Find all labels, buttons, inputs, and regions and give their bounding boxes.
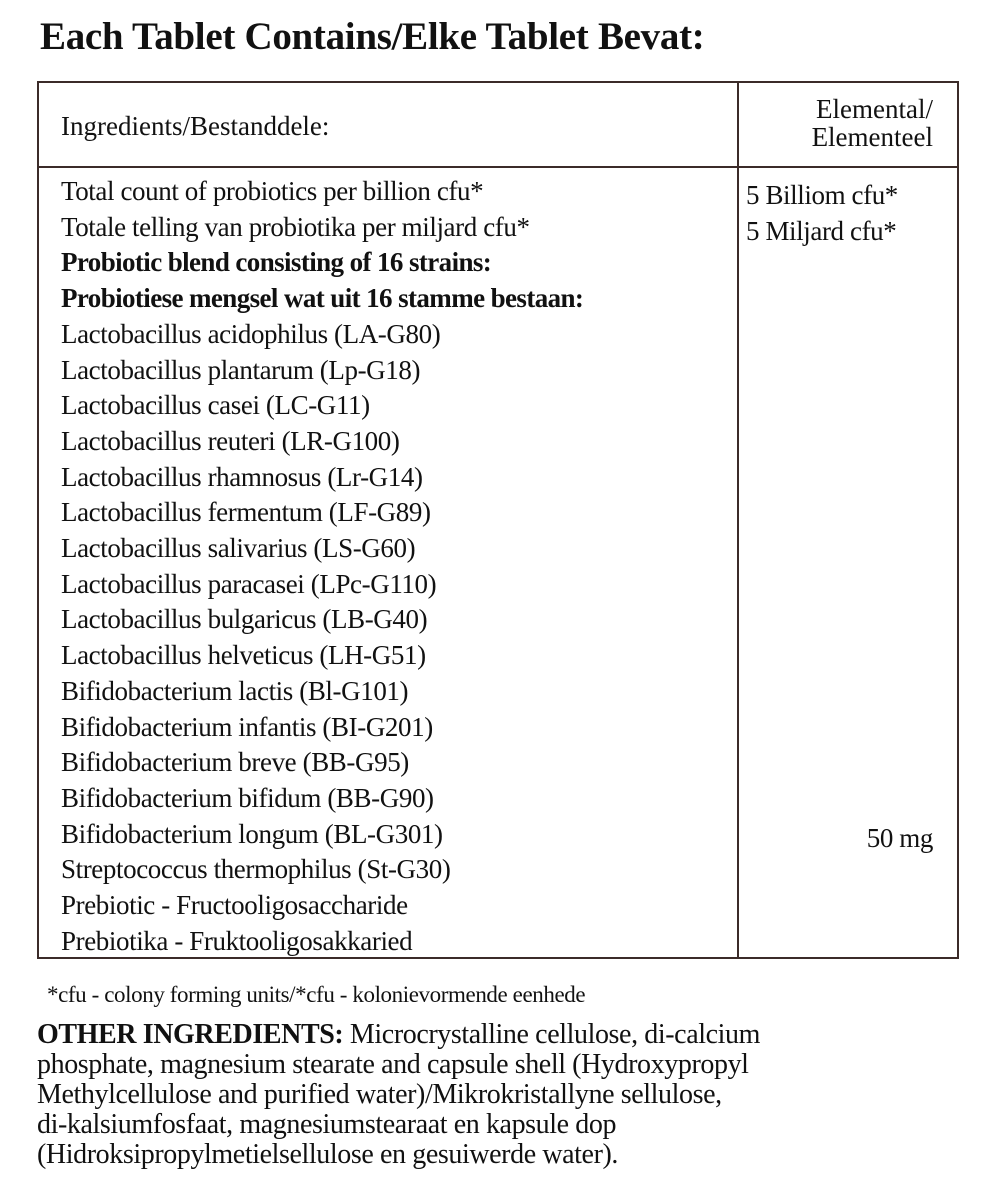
other-ingredients: OTHER INGREDIENTS: Microcrystalline cell…: [37, 1020, 760, 1170]
header-elemental-en: Elemental/: [816, 94, 933, 124]
prebiotic-value: 50 mg: [866, 823, 934, 853]
ingredient-row: Probiotiese mengsel wat uit 16 stamme be…: [61, 283, 584, 314]
total-count-value-af: 5 Miljard cfu*: [746, 216, 897, 246]
other-ingredients-line: di-kalsiumfosfaat, magnesiumstearaat en …: [37, 1109, 617, 1140]
ingredient-row: Lactobacillus bulgaricus (LB-G40): [61, 604, 428, 635]
ingredient-row: Lactobacillus plantarum (Lp-G18): [61, 354, 421, 385]
ingredient-row: Bifidobacterium longum (BL-G301): [61, 818, 443, 849]
ingredient-row: Bifidobacterium breve (BB-G95): [61, 747, 409, 778]
ingredient-row: Streptococcus thermophilus (St-G30): [61, 854, 451, 885]
ingredient-row: Lactobacillus rhamnosus (Lr-G14): [61, 461, 423, 492]
page-title: Each Tablet Contains/Elke Tablet Bevat:: [40, 15, 705, 58]
total-count-value-en: 5 Billiom cfu*: [746, 180, 898, 210]
header-elemental: Elemental/ Elementeel: [739, 95, 933, 151]
table-header-row: Ingredients/Bestanddele: Elemental/ Elem…: [39, 83, 957, 168]
ingredient-row: Lactobacillus salivarius (LS-G60): [61, 533, 416, 564]
ingredient-row: Bifidobacterium infantis (BI-G201): [61, 711, 433, 742]
footnote: *cfu - colony forming units/*cfu - kolon…: [47, 982, 586, 1007]
ingredient-row: Total count of probiotics per billion cf…: [61, 176, 484, 206]
ingredient-row: Lactobacillus helveticus (LH-G51): [61, 640, 426, 671]
other-ingredients-label: OTHER INGREDIENTS:: [37, 1019, 344, 1050]
other-ingredients-line: Microcrystalline cellulose, di-calcium: [343, 1019, 761, 1050]
ingredient-row: Probiotic blend consisting of 16 strains…: [61, 247, 492, 278]
header-ingredients: Ingredients/Bestanddele:: [61, 111, 330, 141]
ingredients-list: Total count of probiotics per billion cf…: [61, 174, 584, 959]
ingredient-row: Bifidobacterium bifidum (BB-G90): [61, 782, 434, 813]
other-ingredients-line: Methylcellulose and purified water)/Mikr…: [37, 1079, 722, 1110]
ingredient-row: Bifidobacterium lactis (Bl-G101): [61, 675, 409, 706]
ingredient-row: Lactobacillus fermentum (LF-G89): [61, 497, 431, 528]
other-ingredients-line: phosphate, magnesium stearate and capsul…: [37, 1049, 749, 1080]
ingredients-table: Ingredients/Bestanddele: Elemental/ Elem…: [37, 81, 959, 959]
ingredient-row: Lactobacillus reuteri (LR-G100): [61, 425, 400, 456]
ingredient-row: Prebiotic - Fructooligosaccharide: [61, 890, 408, 921]
ingredient-row: Lactobacillus paracasei (LPc-G110): [61, 568, 437, 599]
other-ingredients-line: (Hidroksipropylmetielsellulose en gesuiw…: [37, 1139, 619, 1170]
ingredient-row: Lactobacillus casei (LC-G11): [61, 390, 370, 421]
ingredient-row: Lactobacillus acidophilus (LA-G80): [61, 318, 441, 349]
ingredient-row: Totale telling van probiotika per miljar…: [61, 211, 530, 242]
ingredient-row: Prebiotika - Fruktooligosakkaried: [61, 925, 413, 956]
column-divider: [737, 83, 739, 957]
header-elemental-af: Elementeel: [811, 122, 933, 152]
